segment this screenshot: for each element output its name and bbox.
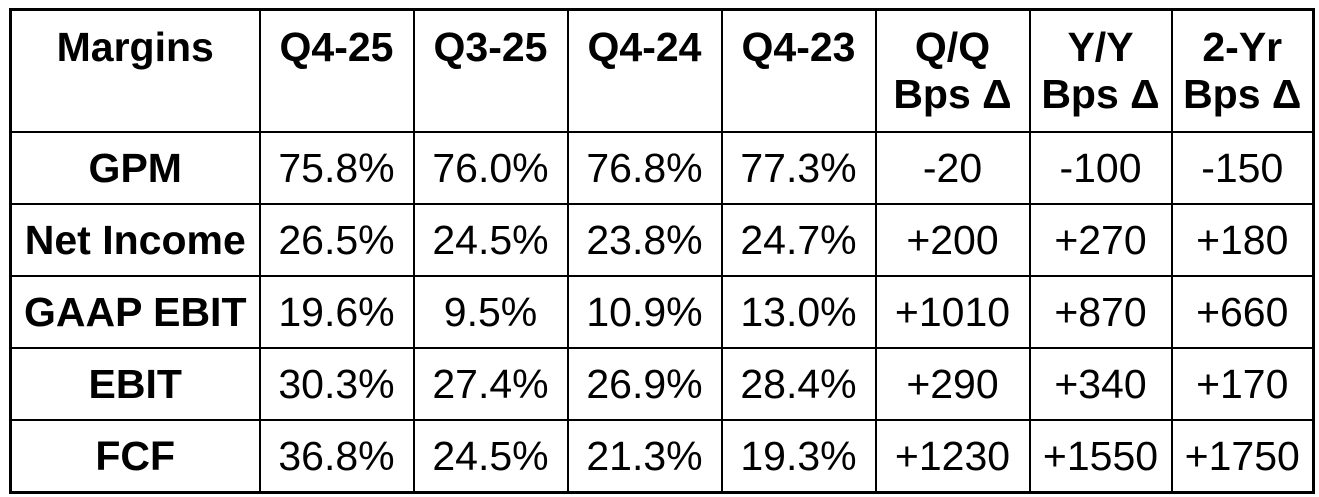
- cell-net-income-2yr: +180: [1170, 203, 1315, 277]
- table-header-row: Margins Q4-25 Q3-25 Q4-24 Q4-23 Q/Q Bps …: [9, 8, 1315, 133]
- table-row-net-income: Net Income 26.5% 24.5% 23.8% 24.7% +200 …: [9, 203, 1315, 277]
- cell-gpm-yy: -100: [1028, 131, 1173, 205]
- cell-gaap-ebit-qq: +1010: [874, 275, 1031, 349]
- cell-ebit-qq: +290: [874, 347, 1031, 421]
- cell-net-income-q4-24: 23.8%: [566, 203, 723, 277]
- margins-table: Margins Q4-25 Q3-25 Q4-24 Q4-23 Q/Q Bps …: [9, 8, 1315, 494]
- cell-gaap-ebit-q4-24: 10.9%: [566, 275, 723, 349]
- cell-gaap-ebit-q3-25: 9.5%: [412, 275, 569, 349]
- cell-net-income-q4-25: 26.5%: [258, 203, 415, 277]
- cell-ebit-q4-23: 28.4%: [720, 347, 877, 421]
- cell-fcf-q4-24: 21.3%: [566, 419, 723, 494]
- header-cell-q4-24: Q4-24: [566, 8, 723, 133]
- header-cell-qq-bps: Q/Q Bps Δ: [874, 8, 1031, 133]
- cell-fcf-qq: +1230: [874, 419, 1031, 494]
- row-label-net-income: Net Income: [9, 203, 261, 277]
- row-label-ebit: EBIT: [9, 347, 261, 421]
- cell-fcf-2yr: +1750: [1170, 419, 1315, 494]
- cell-gaap-ebit-2yr: +660: [1170, 275, 1315, 349]
- table-row-gaap-ebit: GAAP EBIT 19.6% 9.5% 10.9% 13.0% +1010 +…: [9, 275, 1315, 349]
- cell-gpm-q4-24: 76.8%: [566, 131, 723, 205]
- row-label-gaap-ebit: GAAP EBIT: [9, 275, 261, 349]
- cell-net-income-q3-25: 24.5%: [412, 203, 569, 277]
- row-label-gpm: GPM: [9, 131, 261, 205]
- cell-ebit-q4-24: 26.9%: [566, 347, 723, 421]
- cell-gpm-2yr: -150: [1170, 131, 1315, 205]
- header-cell-yy-bps: Y/Y Bps Δ: [1028, 8, 1173, 133]
- cell-ebit-2yr: +170: [1170, 347, 1315, 421]
- cell-ebit-q4-25: 30.3%: [258, 347, 415, 421]
- table-row-ebit: EBIT 30.3% 27.4% 26.9% 28.4% +290 +340 +…: [9, 347, 1315, 421]
- cell-gpm-qq: -20: [874, 131, 1031, 205]
- header-cell-q4-25: Q4-25: [258, 8, 415, 133]
- cell-fcf-q4-25: 36.8%: [258, 419, 415, 494]
- header-cell-margins: Margins: [9, 8, 261, 133]
- header-cell-q3-25: Q3-25: [412, 8, 569, 133]
- table-row-gpm: GPM 75.8% 76.0% 76.8% 77.3% -20 -100 -15…: [9, 131, 1315, 205]
- cell-gaap-ebit-q4-25: 19.6%: [258, 275, 415, 349]
- cell-ebit-q3-25: 27.4%: [412, 347, 569, 421]
- cell-gaap-ebit-yy: +870: [1028, 275, 1173, 349]
- cell-fcf-q4-23: 19.3%: [720, 419, 877, 494]
- cell-ebit-yy: +340: [1028, 347, 1173, 421]
- cell-gaap-ebit-q4-23: 13.0%: [720, 275, 877, 349]
- cell-fcf-yy: +1550: [1028, 419, 1173, 494]
- table-row-fcf: FCF 36.8% 24.5% 21.3% 19.3% +1230 +1550 …: [9, 419, 1315, 494]
- cell-net-income-q4-23: 24.7%: [720, 203, 877, 277]
- cell-fcf-q3-25: 24.5%: [412, 419, 569, 494]
- cell-gpm-q3-25: 76.0%: [412, 131, 569, 205]
- cell-net-income-qq: +200: [874, 203, 1031, 277]
- cell-gpm-q4-23: 77.3%: [720, 131, 877, 205]
- header-cell-q4-23: Q4-23: [720, 8, 877, 133]
- cell-net-income-yy: +270: [1028, 203, 1173, 277]
- cell-gpm-q4-25: 75.8%: [258, 131, 415, 205]
- row-label-fcf: FCF: [9, 419, 261, 494]
- header-cell-2yr-bps: 2-Yr Bps Δ: [1170, 8, 1315, 133]
